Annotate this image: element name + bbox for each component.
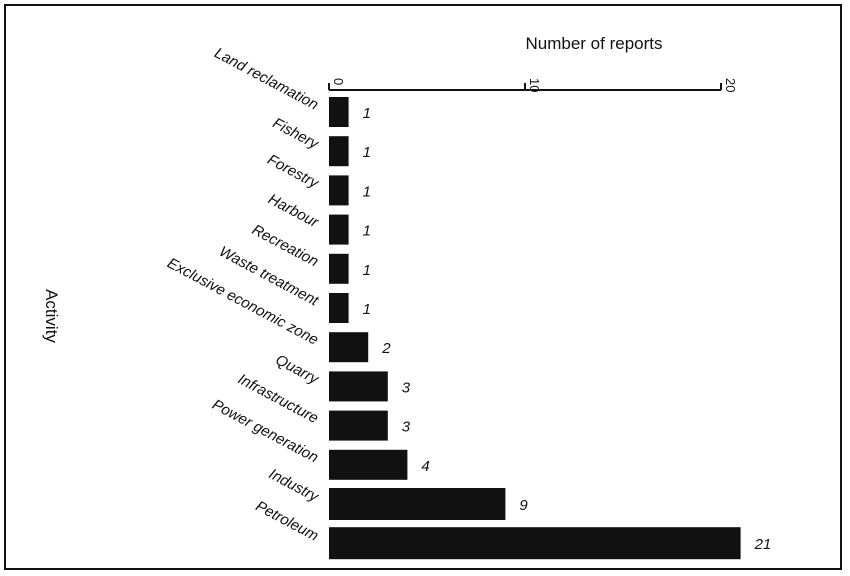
x-axis-ticks: 0 10 20 — [328, 78, 738, 92]
bar — [329, 97, 349, 127]
value-label: 3 — [402, 379, 411, 396]
bar — [329, 293, 349, 323]
bars — [329, 97, 741, 560]
value-label: 2 — [381, 340, 391, 357]
x-axis-title: Number of reports — [526, 34, 663, 53]
value-label: 1 — [363, 183, 371, 200]
bar — [329, 527, 741, 560]
bar — [329, 253, 349, 284]
bar — [329, 488, 506, 520]
value-label: 3 — [402, 419, 411, 436]
category-labels: Land reclamationFisheryForestryHarbourRe… — [164, 44, 322, 544]
value-label: 9 — [519, 497, 528, 514]
bar — [329, 410, 388, 441]
value-label: 1 — [363, 301, 371, 318]
value-label: 21 — [754, 536, 772, 553]
x-tick-label: 10 — [527, 78, 542, 92]
bar-chart: Number of reports Activity 0 10 20 Land re… — [42, 34, 772, 560]
category-label: Industry — [266, 465, 322, 506]
value-label: 1 — [363, 105, 371, 122]
category-label: Fishery — [270, 115, 323, 154]
bar — [329, 332, 369, 363]
bar — [329, 175, 349, 206]
bar — [329, 214, 349, 245]
x-axis: 0 10 20 — [328, 78, 738, 92]
value-label: 1 — [363, 262, 371, 279]
category-label: Land reclamation — [212, 44, 322, 113]
x-tick-label: 0 — [331, 78, 346, 85]
bar — [329, 449, 408, 480]
value-label: 1 — [363, 223, 371, 240]
category-label: Harbour — [265, 191, 322, 232]
x-tick-label: 20 — [723, 78, 738, 92]
y-axis-title: Activity — [42, 289, 61, 343]
category-label: Petroleum — [253, 498, 321, 545]
category-label: Forestry — [265, 151, 323, 193]
value-label: 4 — [421, 458, 429, 475]
bar — [329, 136, 349, 167]
category-label: Quarry — [273, 351, 323, 388]
chart-frame: Number of reports Activity 0 10 20 Land re… — [4, 4, 842, 570]
bar — [329, 371, 388, 402]
value-labels: 1 1 1 1 1 1 2 3 3 4 9 21 — [363, 105, 772, 553]
value-label: 1 — [363, 144, 371, 161]
